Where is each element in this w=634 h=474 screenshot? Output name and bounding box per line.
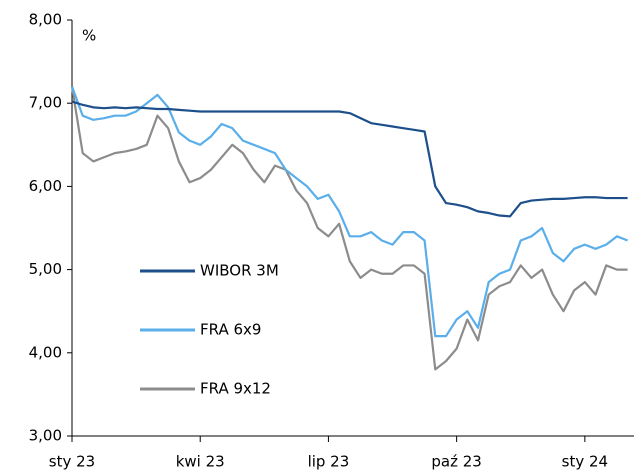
x-tick-label: paź 23: [431, 453, 481, 471]
y-tick-label: 8,00: [29, 11, 62, 29]
x-tick-label: sty 24: [562, 453, 608, 471]
y-tick-label: 4,00: [29, 343, 62, 361]
x-tick-label: lip 23: [308, 453, 350, 471]
y-tick-label: 6,00: [29, 177, 62, 195]
x-tick-label: sty 23: [49, 453, 95, 471]
legend-label: WIBOR 3M: [200, 262, 279, 280]
y-tick-label: 5,00: [29, 260, 62, 278]
y-tick-label: 7,00: [29, 94, 62, 112]
y-tick-label: 3,00: [29, 427, 62, 445]
legend-label: FRA 6x9: [200, 321, 261, 339]
data-line: [71, 100, 628, 218]
x-tick-label: kwi 23: [176, 453, 225, 471]
data-line: [70, 86, 628, 371]
y-unit: %: [82, 27, 96, 45]
legend-label: FRA 9x12: [200, 380, 271, 398]
data-line: [70, 86, 628, 338]
